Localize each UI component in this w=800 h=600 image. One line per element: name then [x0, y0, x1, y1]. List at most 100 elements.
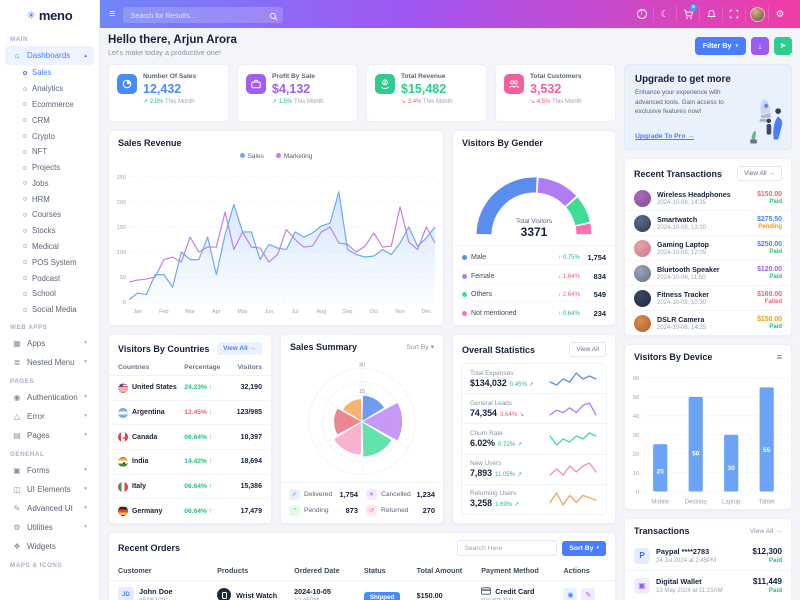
overall-value: 7,893 11.05% ↗: [470, 468, 523, 479]
sales-summary-sort-button[interactable]: Sort By ▾: [406, 344, 434, 351]
sidebar-item-apps[interactable]: ▦ Apps ▾: [5, 334, 94, 353]
recent-transactions-card: Recent Transactions View All → Wireless …: [624, 158, 792, 336]
sidebar-subitem-courses[interactable]: Courses: [0, 207, 99, 223]
overall-text: Churn Rate 6.02% 0.72% ↗: [470, 430, 522, 448]
language-icon[interactable]: T: [630, 6, 653, 22]
sidebar-item-error[interactable]: △ Error ▾: [5, 407, 94, 426]
svg-text:Laptop: Laptop: [722, 500, 741, 506]
upgrade-to-pro-link[interactable]: Upgrade To Pro →: [635, 133, 695, 140]
sidebar-item-authentication[interactable]: ◉ Authentication ▾: [5, 388, 94, 407]
filter-by-button[interactable]: Filter By ▾: [694, 36, 746, 55]
sidebar-subitem-crm[interactable]: CRM: [0, 112, 99, 128]
sidebar-subitem-jobs[interactable]: Jobs: [0, 175, 99, 191]
sidebar-subitem-ecommerce[interactable]: Ecommerce: [0, 97, 99, 113]
sidebar-subitem-nft[interactable]: NFT: [0, 144, 99, 160]
order-date-cell: 2024-10-05 12:45PM: [294, 587, 364, 600]
sidebar-subitem-sales[interactable]: Sales: [0, 65, 99, 81]
stat-value: 12,432: [143, 81, 182, 96]
transaction-name: Gaming Laptop: [657, 240, 710, 249]
sidebar-item-pages[interactable]: ▤ Pages ▾: [5, 426, 94, 445]
sort-by-label: Sort By: [569, 544, 594, 552]
sidebar-subitem-crypto[interactable]: Crypto: [0, 128, 99, 144]
transaction-date: 24 Jul 2024 at 2:45PM: [656, 557, 717, 564]
cart-icon[interactable]: 5: [676, 4, 699, 22]
chevron-down-icon: ▾: [84, 432, 87, 438]
notifications-icon[interactable]: [699, 6, 722, 22]
stat-trend-suffix: This Month: [422, 98, 453, 105]
brand-logo-icon: ✳: [26, 9, 36, 22]
summary-label: Delivered: [304, 490, 333, 498]
brand-logo[interactable]: ✳ meno: [0, 0, 99, 30]
fullscreen-icon[interactable]: [722, 6, 745, 22]
overall-view-all-button[interactable]: View All: [569, 342, 606, 357]
summary-value: 1,754: [339, 489, 359, 499]
transaction-date: 13 May 2024 at 11:21AM: [656, 587, 723, 594]
chevron-up-icon: ▴: [84, 52, 87, 59]
sales-revenue-chart: 0 50 100 150 200 250 Jan Feb Mar Apr May Jun Jul Aug S…: [117, 175, 436, 315]
countries-view-all-button[interactable]: View All →: [217, 342, 262, 355]
sidebar-item-label: Dashboards: [27, 51, 71, 60]
menu-toggle-icon[interactable]: ≡: [109, 8, 116, 20]
column-header-products: Products: [217, 566, 249, 575]
transaction-right: $275.50 Pending: [757, 216, 782, 230]
transactions-view-all-button[interactable]: View All →: [749, 527, 782, 535]
chart-menu-icon[interactable]: ≡: [776, 352, 782, 362]
gender-legend-row-female: Female ↓ 1.64% 834: [462, 270, 606, 284]
sidebar-item-utilities[interactable]: ⚙ Utilities ▾: [5, 518, 94, 537]
sidebar-subitem-hrm[interactable]: HRM: [0, 191, 99, 207]
layers-icon: ≣: [13, 357, 21, 367]
card-title: Visitors By Device: [634, 352, 713, 362]
customer-avatar: JD: [118, 587, 134, 600]
transaction-name: Fitness Tracker: [657, 290, 710, 299]
sidebar-subitem-stocks[interactable]: Stocks: [0, 223, 99, 239]
edit-icon[interactable]: ✎: [581, 588, 596, 600]
sidebar-item-nested-menu[interactable]: ≣ Nested Menu ▾: [5, 353, 94, 372]
country-percentage: 12.45% ↓: [184, 409, 213, 416]
search-input[interactable]: [123, 7, 284, 24]
orders-sort-button[interactable]: Sort By ▾: [562, 540, 606, 556]
sidebar-subitem-projects[interactable]: Projects: [0, 160, 99, 176]
chevron-down-icon: ▾: [735, 42, 738, 49]
dark-mode-icon[interactable]: ☾: [653, 6, 676, 22]
recent-transactions-view-all-button[interactable]: View All →: [737, 166, 782, 181]
view-icon[interactable]: ◉: [563, 588, 578, 600]
transaction-status: Failed: [764, 299, 782, 305]
card-title: Recent Orders: [118, 543, 181, 553]
share-button[interactable]: ➤: [774, 36, 792, 55]
search-icon[interactable]: [269, 8, 278, 26]
transaction-right: $11,449 Paid: [753, 577, 782, 594]
sidebar-item-label: UI Elements: [27, 484, 71, 494]
sidebar-subitem-medical[interactable]: Medical: [0, 239, 99, 255]
settings-icon[interactable]: ⚙: [768, 6, 791, 22]
user-avatar[interactable]: [745, 6, 768, 22]
download-button[interactable]: ↓: [751, 36, 769, 55]
sidebar-item-forms[interactable]: ▣ Forms ▾: [5, 461, 94, 480]
stat-text: Total Customers 3,532 ↘ 4.5% This Month: [530, 73, 582, 105]
check-icon: ✓: [289, 488, 300, 500]
sidebar-subitem-school[interactable]: School: [0, 286, 99, 302]
stat-trend-suffix: This Month: [293, 98, 324, 105]
upgrade-body: Enhance your experience with advanced to…: [635, 89, 724, 116]
sidebar-subitem-analytics[interactable]: Analytics: [0, 81, 99, 97]
sidebar-subitem-social-media[interactable]: Social Media: [0, 302, 99, 318]
home-icon: ⌂: [14, 51, 20, 60]
sidebar-item-widgets[interactable]: ❖ Widgets: [5, 537, 94, 556]
sidebar-item-dashboards[interactable]: ⌂ Dashboards ▴: [5, 46, 94, 65]
orders-search-input[interactable]: [457, 540, 558, 556]
summary-legend-cancelled: ✕ Cancelled 1,234: [366, 486, 435, 502]
transaction-amount: $11,449: [752, 577, 782, 586]
stat-card-profit-by-sale: Profit By Sale $4,132 ↗ 1.5% This Month: [237, 64, 358, 122]
overall-label: New Users: [470, 460, 502, 468]
sidebar-subitem-podcast[interactable]: Podcast: [0, 270, 99, 286]
sidebar-subitem-pos-system[interactable]: POS System: [0, 254, 99, 270]
column-header-payment-method: Payment Method: [481, 566, 539, 575]
sidebar-item-advanced-ui[interactable]: ✎ Advanced UI ▾: [5, 499, 94, 518]
sidebar: ✳ meno MAIN ⌂ Dashboards ▴ Sales Analytics Eco…: [0, 0, 100, 600]
transaction-name: DSLR Camera: [657, 315, 705, 324]
chevron-down-icon: ▾: [84, 467, 87, 473]
sidebar-item-label: Nested Menu: [27, 357, 75, 367]
sidebar-item-ui-elements[interactable]: ◫ UI Elements ▾: [5, 480, 94, 499]
transaction-amount: $275.50: [757, 216, 782, 223]
card-title: Overall Statistics: [462, 344, 536, 355]
gender-label: Male: [471, 253, 487, 261]
